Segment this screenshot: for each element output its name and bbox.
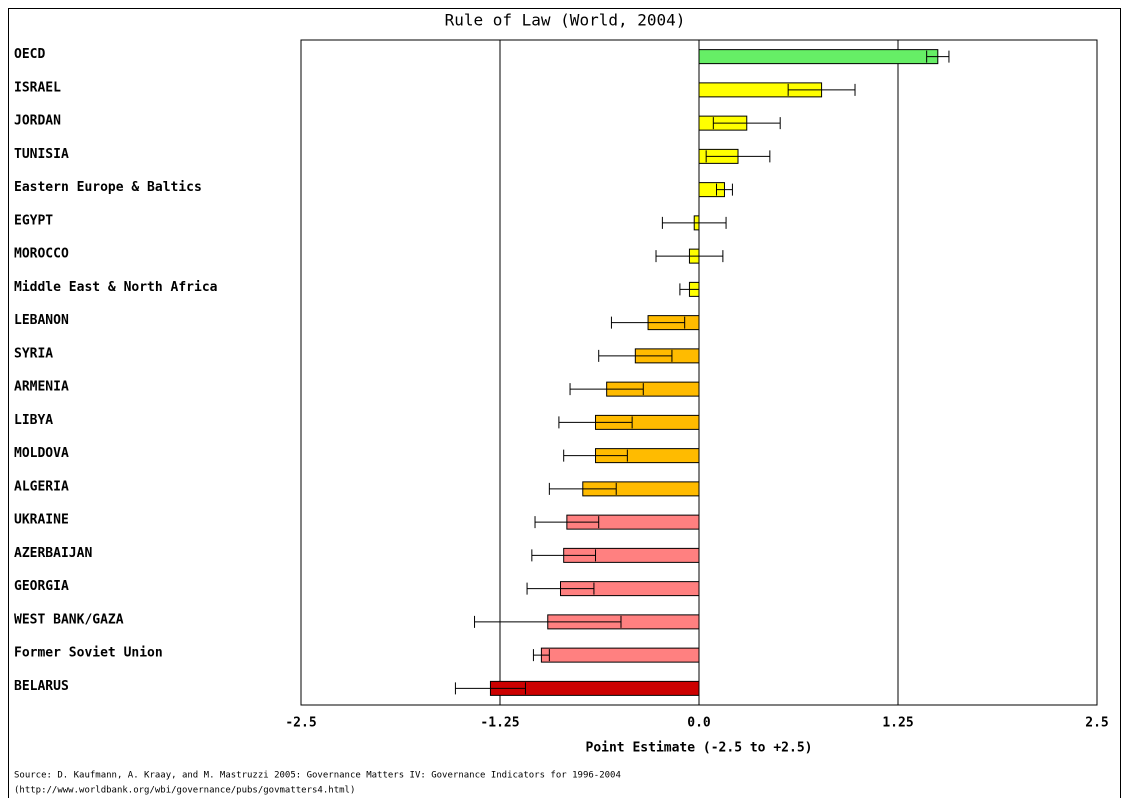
source: (http://www.worldbank.org/wbi/governance… [14, 786, 355, 796]
error-bar [534, 516, 600, 529]
error-bar [661, 216, 727, 229]
bar [698, 49, 939, 65]
y-tick-label: Middle East & North Africa [14, 280, 218, 295]
y-tick-label: UKRAINE [14, 513, 69, 528]
error-bar [526, 582, 595, 595]
y-tick-label: JORDAN [14, 114, 61, 129]
y-tick-label: BELARUS [14, 679, 69, 694]
error-bar [716, 183, 733, 196]
error-bar [454, 682, 526, 695]
error-bar [531, 549, 597, 562]
y-tick-label: WEST BANK/GAZA [14, 612, 124, 627]
x-tick-label: -2.5 [285, 716, 316, 731]
frame [8, 8, 1121, 798]
error-bar [610, 316, 686, 329]
y-tick-label: GEORGIA [14, 579, 69, 594]
error-bar [679, 283, 700, 296]
y-tick-label: SYRIA [14, 346, 53, 361]
error-bar [558, 416, 633, 429]
y-tick-label: MOLDOVA [14, 446, 69, 461]
y-tick-label: ALGERIA [14, 479, 69, 494]
x-axis-label: Point Estimate (-2.5 to +2.5) [586, 741, 813, 756]
error-bar [548, 482, 617, 495]
chart-title: Rule of Law (World, 2004) [445, 11, 686, 30]
error-bar [598, 349, 673, 362]
error-bar [705, 150, 771, 163]
error-bar [926, 50, 950, 63]
y-tick-label: LEBANON [14, 313, 69, 328]
y-tick-label: MOROCCO [14, 247, 69, 262]
y-tick-label: LIBYA [14, 413, 53, 428]
error-bar [474, 615, 622, 628]
y-tick-label: ISRAEL [14, 80, 61, 95]
error-bar [532, 649, 550, 662]
error-bar [655, 250, 724, 263]
error-bar [712, 117, 781, 130]
plot-area [300, 39, 1098, 706]
y-tick-label: ARMENIA [14, 380, 69, 395]
y-tick-label: TUNISIA [14, 147, 69, 162]
x-tick-label: 2.5 [1085, 716, 1108, 731]
y-tick-label: OECD [14, 47, 45, 62]
source: Source: D. Kaufmann, A. Kraay, and M. Ma… [14, 771, 621, 781]
error-bar [563, 449, 628, 462]
bar [540, 647, 700, 663]
y-tick-label: Eastern Europe & Baltics [14, 180, 202, 195]
y-tick-label: AZERBAIJAN [14, 546, 92, 561]
error-bar [787, 83, 856, 96]
x-tick-label: 1.25 [882, 716, 913, 731]
x-tick-label: -1.25 [480, 716, 519, 731]
x-tick-label: 0.0 [687, 716, 711, 731]
error-bar [569, 383, 644, 396]
y-tick-label: EGYPT [14, 213, 53, 228]
y-tick-label: Former Soviet Union [14, 646, 163, 661]
